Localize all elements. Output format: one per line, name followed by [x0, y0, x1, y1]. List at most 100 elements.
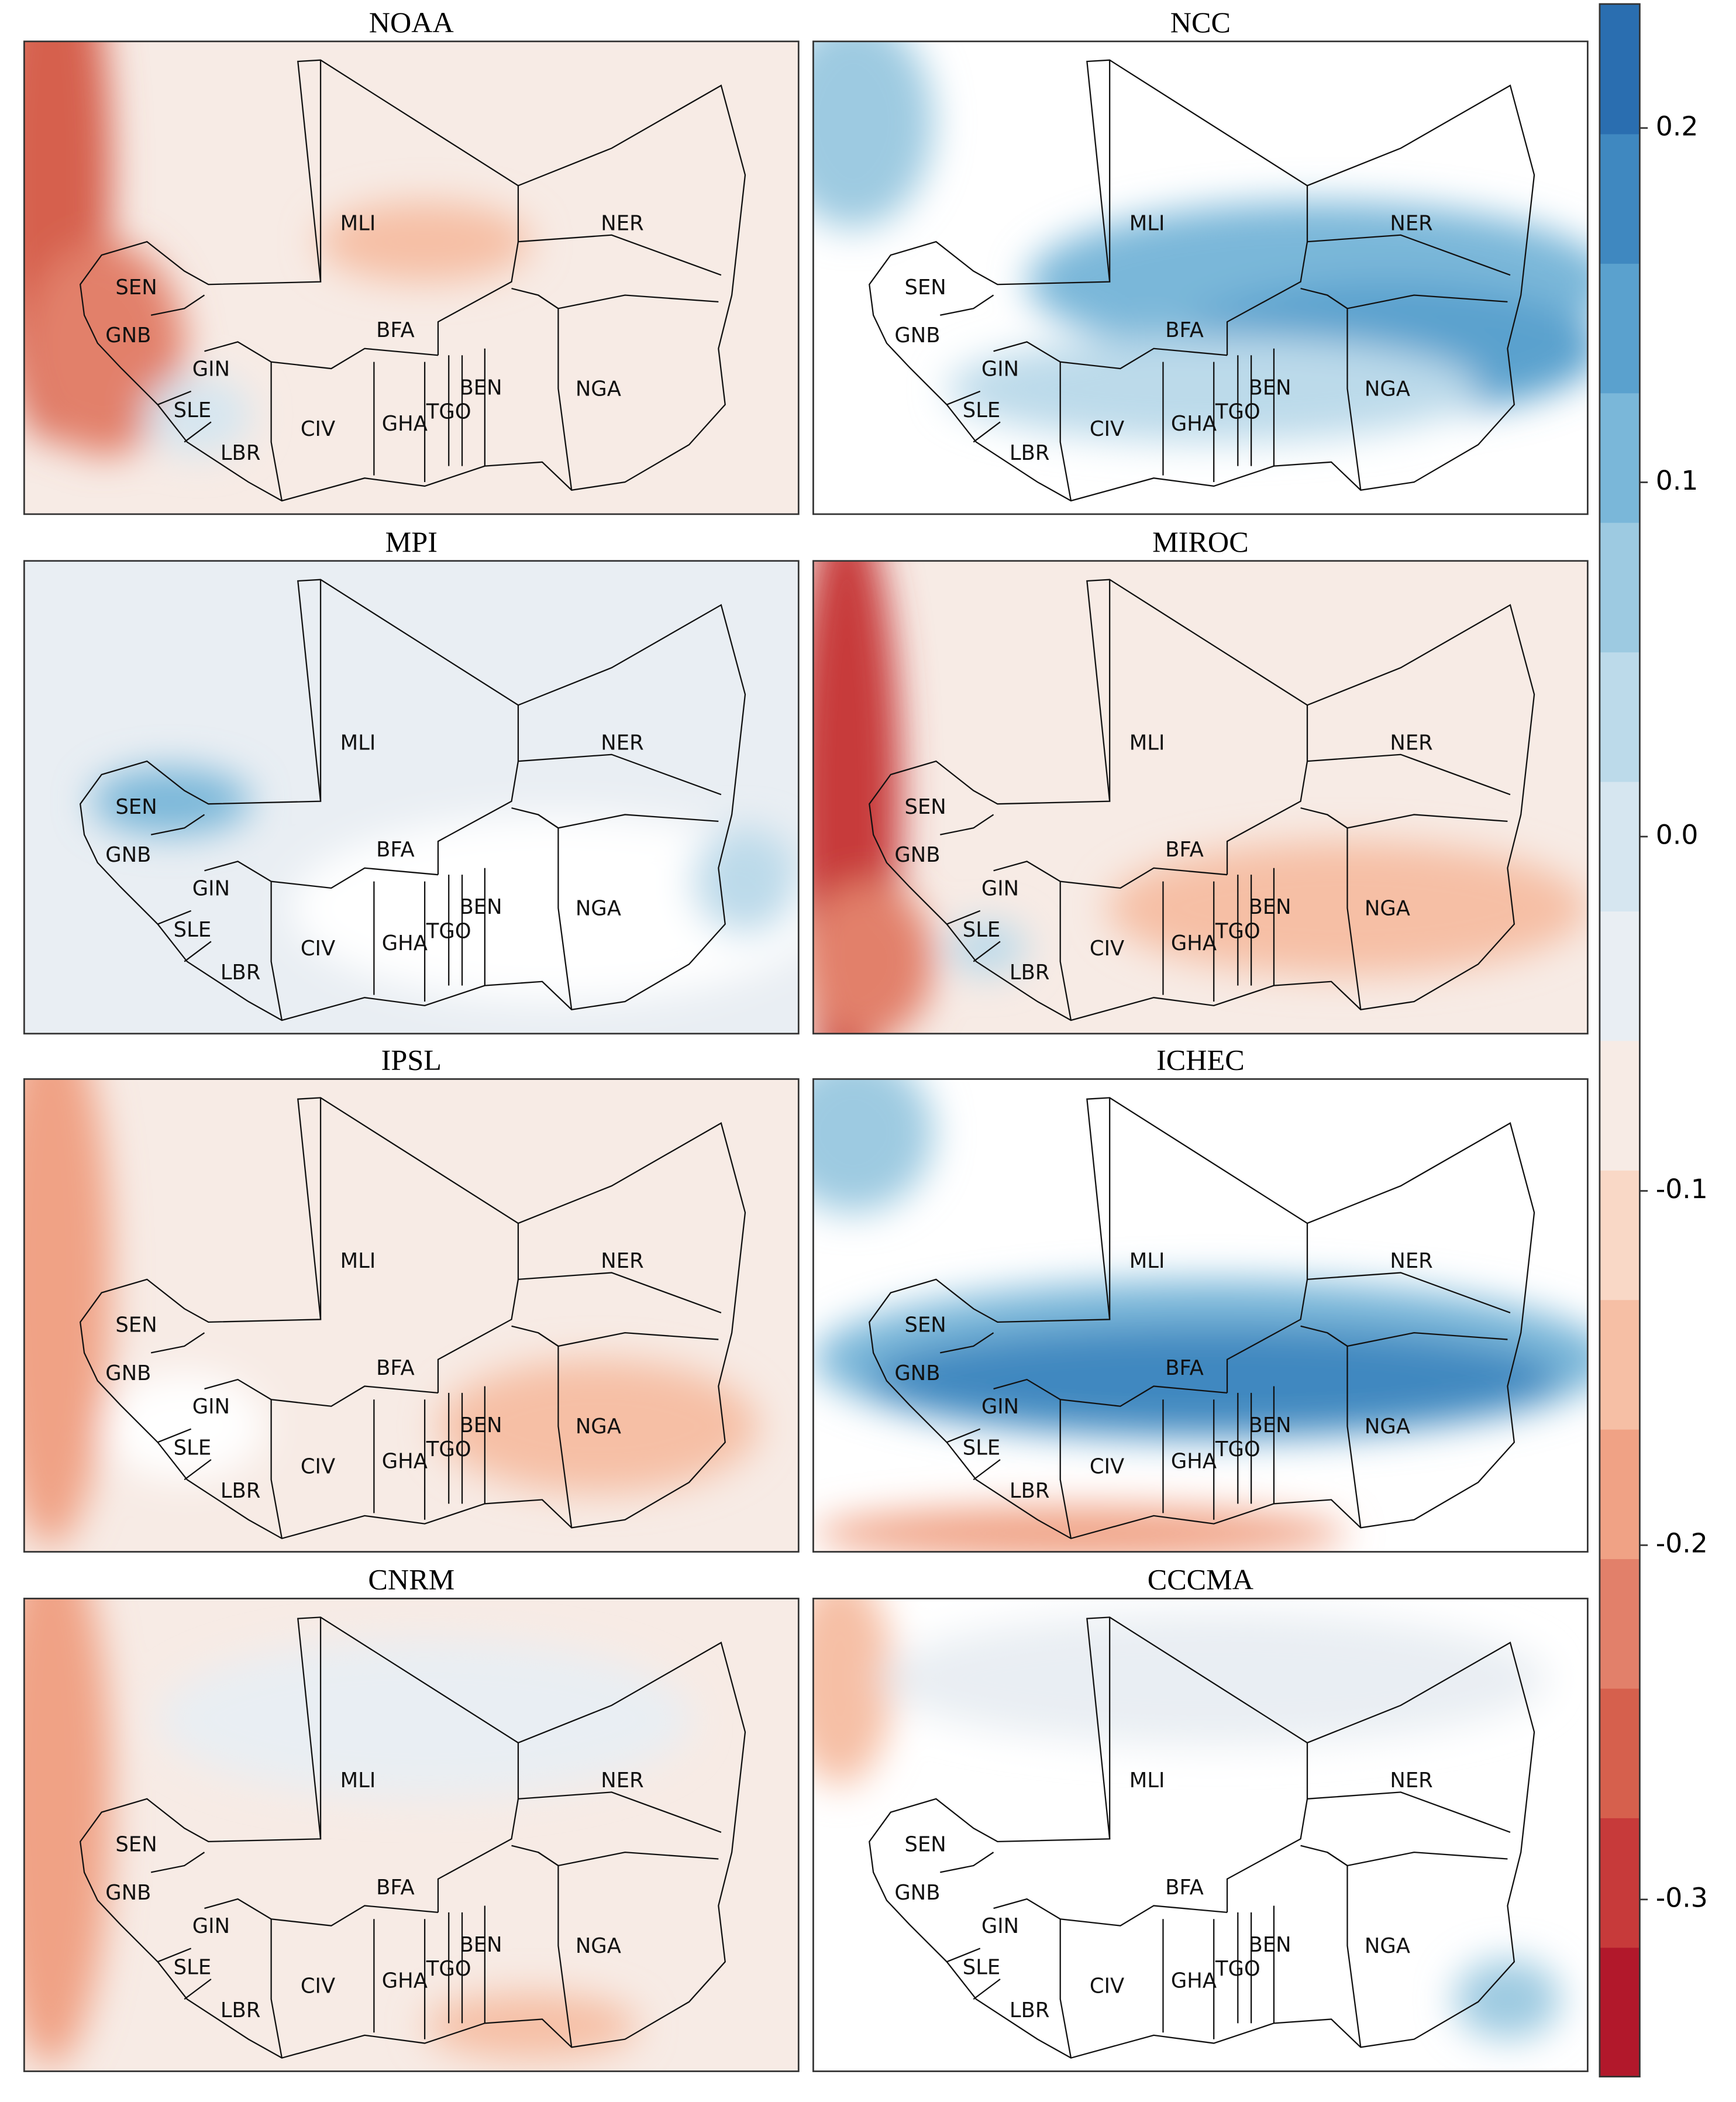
colorbar-band: [1599, 1558, 1640, 1689]
country-label: CIV: [1090, 1455, 1124, 1479]
country-border: [1059, 881, 1072, 1021]
country-label: MLI: [1129, 211, 1165, 235]
country-label: GNB: [105, 1361, 151, 1385]
colorbar-band: [1599, 4, 1640, 135]
country-label: TGO: [1215, 1437, 1260, 1461]
country-border: [204, 1898, 439, 1926]
country-label: BFA: [376, 1876, 415, 1900]
field-blob: [24, 1079, 111, 1547]
country-border: [184, 1459, 212, 1481]
country-border: [946, 1948, 981, 1963]
country-label: SLE: [174, 1436, 212, 1460]
country-label: GIN: [981, 1395, 1019, 1419]
field-blob: [104, 1372, 265, 1480]
country-label: GIN: [192, 1395, 230, 1419]
country-label: CIV: [301, 1974, 335, 1998]
panel-title: CCCMA: [1148, 1563, 1253, 1595]
country-label: SEN: [115, 1833, 157, 1857]
country-outline: [869, 1616, 1535, 2059]
country-border: [1307, 1791, 1511, 1833]
country-label: LBR: [221, 441, 261, 465]
colorbar-band: [1599, 1169, 1640, 1301]
country-label: CIV: [1090, 937, 1124, 961]
country-border: [993, 1378, 1228, 1407]
country-border: [1327, 294, 1362, 490]
country-label: GHA: [382, 931, 428, 955]
country-label: SLE: [963, 918, 1001, 942]
country-label: CIV: [301, 417, 335, 441]
country-label: TGO: [1215, 1957, 1260, 1981]
country-border: [940, 814, 994, 835]
field-blob: [813, 41, 934, 229]
country-border: [1226, 1223, 1308, 1393]
country-border: [270, 1399, 283, 1539]
country-border: [270, 1919, 283, 2058]
country-label: SEN: [115, 1313, 157, 1337]
country-label: CIV: [301, 1455, 335, 1479]
country-border: [157, 390, 192, 405]
country-border: [157, 1428, 192, 1443]
country-label: NGA: [576, 1934, 621, 1958]
country-label: BEN: [459, 376, 502, 400]
country-label: MLI: [1129, 1249, 1165, 1273]
field-blob: [946, 921, 1027, 975]
panel-frame: [23, 1598, 800, 2072]
field-blob: [813, 1598, 894, 1786]
colorbar-tick-label: 0.0: [1656, 820, 1699, 851]
field: [813, 41, 1588, 514]
colorbar-band: [1599, 1299, 1640, 1430]
field-blobs: [91, 768, 799, 1002]
field: [813, 1079, 1588, 1552]
country-label: SEN: [115, 795, 157, 819]
panel-frame: [23, 40, 800, 515]
colorbar-band: [1599, 393, 1640, 523]
country-border: [437, 1742, 519, 1912]
colorbar-tick-label: -0.3: [1656, 1882, 1708, 1913]
country-border: [973, 941, 1001, 962]
country-label: MLI: [340, 1769, 376, 1793]
country-outline: [869, 1097, 1535, 1539]
country-border: [1327, 814, 1362, 1010]
country-border: [1226, 705, 1308, 875]
country-border: [150, 1852, 205, 1873]
country-label: NER: [601, 1249, 643, 1273]
country-border: [518, 1791, 722, 1833]
panel-title: MIROC: [1152, 525, 1249, 558]
country-label: SLE: [174, 918, 212, 942]
colorbar-tick-label: 0.2: [1656, 111, 1699, 142]
colorbar-frame: [1599, 3, 1641, 2077]
panel-frame: [812, 40, 1589, 515]
country-border: [518, 754, 722, 796]
country-border: [157, 1948, 192, 1963]
country-label: BFA: [376, 838, 415, 862]
country-label: NER: [1390, 211, 1432, 235]
field: [24, 41, 799, 514]
country-border: [1226, 1742, 1308, 1912]
country-label: TGO: [426, 919, 471, 943]
country-outline: [80, 579, 746, 1021]
field-blob: [813, 881, 934, 1034]
field-blob: [438, 1359, 759, 1494]
country-label: LBR: [1010, 441, 1050, 465]
country-outline: [869, 59, 1535, 502]
field-blob: [1454, 1959, 1561, 2039]
country-label: MLI: [340, 211, 376, 235]
colorbar-band: [1599, 1040, 1640, 1171]
country-label: TGO: [426, 1437, 471, 1461]
country-border: [1059, 1919, 1072, 2058]
country-label: BFA: [1165, 1876, 1204, 1900]
country-label: BEN: [1249, 376, 1291, 400]
colorbar-band: [1599, 1688, 1640, 1818]
colorbar-band: [1599, 910, 1640, 1041]
country-border: [518, 1272, 722, 1313]
country-border: [157, 910, 192, 925]
country-label: NER: [1390, 731, 1432, 755]
country-label: BEN: [459, 895, 502, 919]
panel-title: CNRM: [368, 1563, 454, 1595]
country-border: [437, 185, 519, 356]
